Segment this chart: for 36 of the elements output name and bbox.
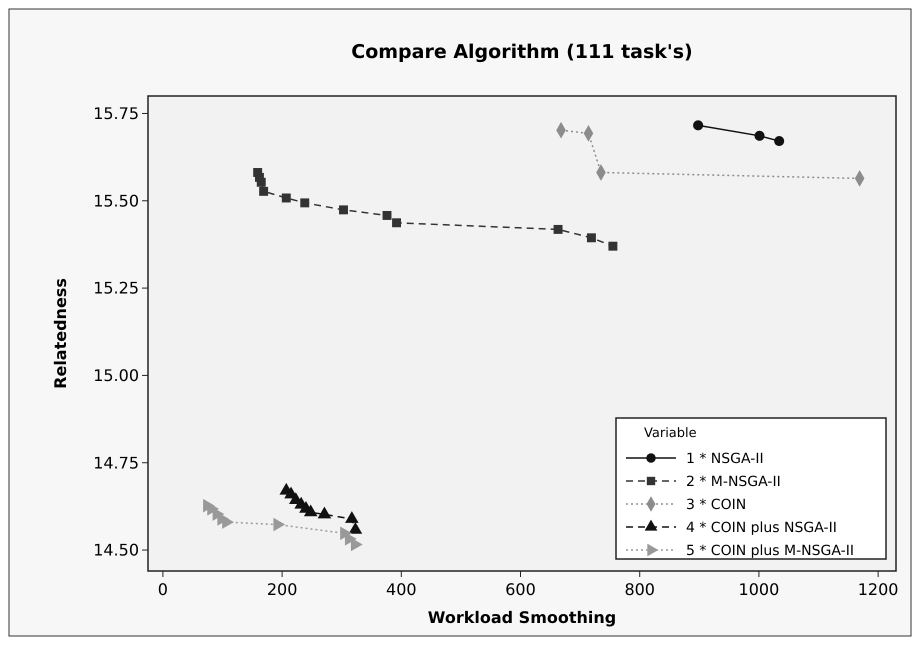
point [586,233,596,242]
chart-title: Compare Algorithm (111 task's) [351,41,693,63]
y-tick-label: 14.50 [93,540,139,560]
x-tick-label: 1200 [858,580,898,599]
x-tick-label: 1000 [738,580,780,599]
point [754,130,765,141]
point [774,136,784,146]
point [256,178,266,187]
point [392,218,402,228]
legend-label: 2 * M-NSGA-II [686,474,781,490]
point [693,120,704,130]
y-tick-label: 15.75 [93,104,139,124]
x-tick-label: 800 [624,580,655,599]
legend-label: 1 * NSGA-II [686,450,764,467]
point [554,224,563,234]
y-tick-label: 14.75 [93,453,139,472]
x-tick-label: 200 [266,580,298,599]
legend-title: Variable [644,426,697,441]
point [282,194,291,202]
point [339,205,348,214]
legend-label: 3 * COIN [686,496,746,513]
y-tick-label: 15.50 [93,191,139,210]
point [300,198,310,208]
legend-label: 4 * COIN plus NSGA-II [686,520,837,536]
x-axis-title: Workload Smoothing [428,608,616,627]
y-axis-title: Relatedness [51,278,70,389]
legend-label: 5 * COIN plus M-NSGA-II [686,542,854,559]
x-tick-label: 0 [158,580,168,599]
point [608,242,618,251]
x-tick-label: 400 [386,580,417,599]
y-tick-label: 15.25 [93,278,139,298]
y-tick-label: 15.00 [93,366,139,386]
point [273,518,286,532]
point [259,186,268,196]
point [382,210,392,220]
x-tick-label: 600 [505,580,536,599]
